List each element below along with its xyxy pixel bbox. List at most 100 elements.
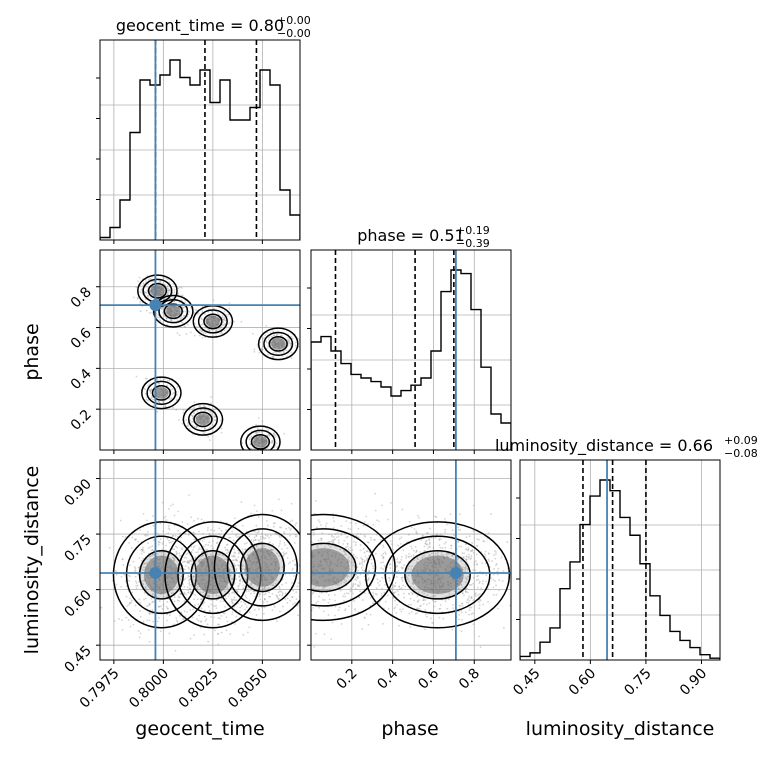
sample-point <box>281 566 284 569</box>
sample-point <box>278 587 281 590</box>
sample-point <box>329 546 332 549</box>
sample-point <box>419 551 422 553</box>
sample-point <box>283 531 286 533</box>
sample-point <box>342 549 345 552</box>
sample-point <box>276 596 279 599</box>
sample-point <box>222 554 225 557</box>
sample-point <box>389 563 392 566</box>
sample-point <box>465 577 468 580</box>
sample-point <box>173 596 176 599</box>
sample-point <box>303 572 305 574</box>
sample-point <box>425 543 428 546</box>
sample-point <box>159 538 162 540</box>
sample-point <box>118 618 120 620</box>
sample-point <box>345 553 347 556</box>
sample-point <box>242 584 244 587</box>
sample-point <box>457 541 460 543</box>
sample-point <box>199 408 202 411</box>
sample-point <box>256 544 258 547</box>
sample-point <box>452 607 454 610</box>
sample-point <box>162 401 165 404</box>
sample-point <box>127 574 130 577</box>
sample-point <box>434 536 437 539</box>
sample-point <box>274 453 276 455</box>
sample-point <box>212 616 215 619</box>
sample-point <box>145 285 147 288</box>
sample-point <box>157 540 160 543</box>
sample-point <box>457 557 460 560</box>
sample-point <box>312 531 315 534</box>
sample-point <box>346 542 349 545</box>
sample-point <box>180 317 183 319</box>
sample-point <box>410 568 412 571</box>
sample-point <box>161 306 164 309</box>
sample-point <box>287 582 289 584</box>
sample-point <box>147 399 149 402</box>
sample-point <box>304 568 306 570</box>
sample-point <box>172 283 175 286</box>
sample-point <box>168 379 171 382</box>
contour-line <box>187 407 218 432</box>
sample-point <box>276 446 279 449</box>
sample-point <box>487 552 490 555</box>
sample-point <box>266 453 268 455</box>
x-tick-label: 0.6 <box>415 665 442 692</box>
sample-point <box>305 606 307 608</box>
sample-point <box>461 619 463 621</box>
sample-point <box>469 550 472 553</box>
sample-point <box>343 578 346 581</box>
sample-point <box>333 520 336 523</box>
sample-point <box>304 573 306 575</box>
sample-point <box>119 519 122 522</box>
sample-point <box>428 541 431 544</box>
sample-point <box>304 548 306 550</box>
sample-point <box>412 582 414 585</box>
sample-point <box>438 607 441 610</box>
sample-point <box>294 344 297 347</box>
sample-point <box>466 587 468 590</box>
sample-point <box>401 580 404 582</box>
sample-point <box>442 617 445 620</box>
sample-point <box>351 549 354 551</box>
sample-point <box>172 592 175 595</box>
sample-point <box>179 317 181 320</box>
sample-point <box>382 552 385 555</box>
sample-point <box>407 533 410 536</box>
sample-point <box>426 594 429 596</box>
sample-point <box>353 600 356 602</box>
sample-point <box>528 575 530 577</box>
sample-point <box>470 555 473 557</box>
sample-point <box>457 557 459 559</box>
sample-point <box>166 291 169 294</box>
sample-point <box>250 447 252 450</box>
sample-point <box>286 547 289 550</box>
sample-point <box>426 531 429 534</box>
sample-point <box>272 352 275 354</box>
sample-point <box>471 542 474 544</box>
sample-point <box>460 611 463 614</box>
sample-point <box>150 389 153 392</box>
sample-point <box>184 615 187 618</box>
sample-point <box>412 587 415 589</box>
sample-point <box>357 577 359 580</box>
sample-point <box>146 377 148 380</box>
sample-point <box>151 608 154 611</box>
sample-point <box>294 524 297 527</box>
sample-point <box>498 589 501 591</box>
sample-point <box>160 551 163 554</box>
sample-point <box>255 535 258 538</box>
sample-point <box>236 590 239 593</box>
sample-point <box>196 588 199 591</box>
sample-point <box>352 561 355 564</box>
sample-point <box>200 607 203 610</box>
sample-point <box>178 418 180 421</box>
sample-point <box>308 517 310 519</box>
sample-point <box>188 427 191 430</box>
sample-point <box>482 603 485 606</box>
sample-point <box>421 535 424 538</box>
sample-point <box>460 583 463 586</box>
sample-point <box>187 561 190 564</box>
sample-point <box>157 400 160 403</box>
sample-point <box>461 604 464 607</box>
sample-point <box>242 588 244 591</box>
